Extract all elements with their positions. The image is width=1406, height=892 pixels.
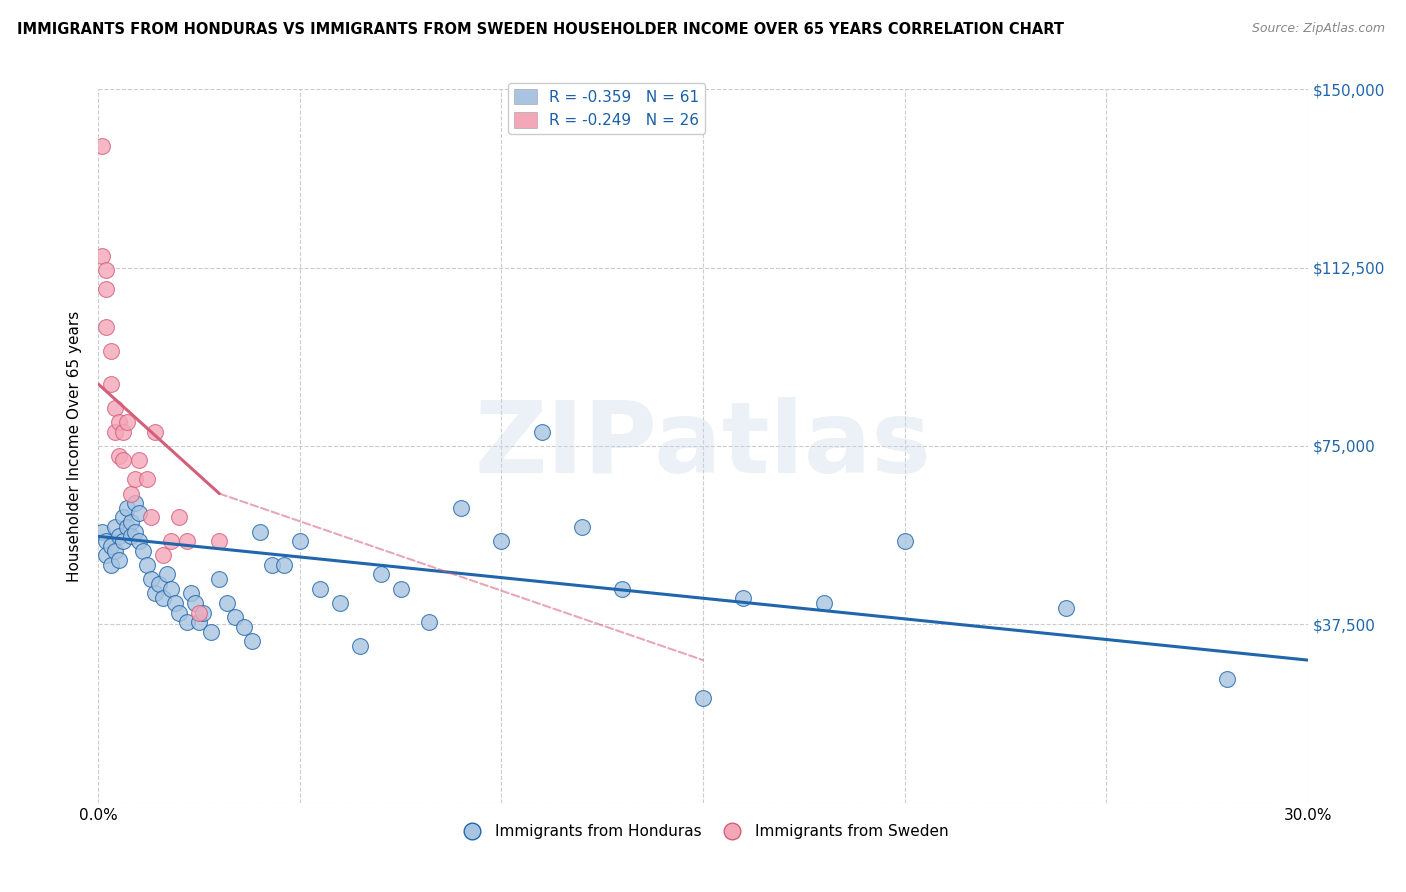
Point	[115, 520, 138, 534]
Point	[208, 572, 231, 586]
Point	[1216, 672, 1239, 686]
Point	[530, 425, 553, 439]
Point	[107, 415, 129, 429]
Point	[120, 529, 142, 543]
Point	[103, 520, 125, 534]
Point	[152, 591, 174, 606]
Point	[208, 534, 231, 549]
Point	[349, 639, 371, 653]
Point	[813, 596, 835, 610]
Point	[612, 582, 634, 596]
Point	[143, 425, 166, 439]
Point	[176, 615, 198, 629]
Point	[370, 567, 392, 582]
Point	[450, 500, 472, 515]
Point	[100, 377, 122, 392]
Point	[100, 539, 122, 553]
Point	[100, 343, 122, 358]
Point	[139, 572, 162, 586]
Point	[132, 543, 155, 558]
Point	[193, 606, 215, 620]
Point	[91, 524, 114, 539]
Point	[96, 549, 118, 563]
Point	[100, 558, 122, 572]
Point	[224, 610, 246, 624]
Point	[120, 486, 142, 500]
Point	[135, 472, 157, 486]
Point	[1054, 600, 1077, 615]
Point	[217, 596, 239, 610]
Point	[139, 510, 162, 524]
Point	[692, 691, 714, 706]
Point	[249, 524, 271, 539]
Point	[103, 401, 125, 415]
Point	[240, 634, 263, 648]
Point	[329, 596, 352, 610]
Point	[115, 415, 138, 429]
Point	[143, 586, 166, 600]
Point	[120, 515, 142, 529]
Point	[135, 558, 157, 572]
Point	[96, 534, 118, 549]
Point	[156, 567, 179, 582]
Legend: Immigrants from Honduras, Immigrants from Sweden: Immigrants from Honduras, Immigrants fro…	[451, 818, 955, 845]
Point	[111, 534, 134, 549]
Point	[180, 586, 202, 600]
Point	[103, 543, 125, 558]
Point	[260, 558, 283, 572]
Point	[167, 606, 190, 620]
Point	[418, 615, 440, 629]
Point	[124, 524, 146, 539]
Point	[232, 620, 254, 634]
Point	[288, 534, 311, 549]
Point	[96, 282, 118, 296]
Point	[309, 582, 332, 596]
Point	[124, 472, 146, 486]
Point	[893, 534, 915, 549]
Point	[111, 510, 134, 524]
Point	[176, 534, 198, 549]
Point	[115, 500, 138, 515]
Point	[184, 596, 207, 610]
Point	[160, 582, 183, 596]
Point	[163, 596, 186, 610]
Point	[107, 529, 129, 543]
Point	[167, 510, 190, 524]
Point	[152, 549, 174, 563]
Point	[128, 453, 150, 467]
Point	[188, 615, 211, 629]
Point	[91, 139, 114, 153]
Text: ZIPatlas: ZIPatlas	[475, 398, 931, 494]
Text: Source: ZipAtlas.com: Source: ZipAtlas.com	[1251, 22, 1385, 36]
Point	[128, 506, 150, 520]
Point	[103, 425, 125, 439]
Point	[91, 249, 114, 263]
Point	[111, 425, 134, 439]
Point	[96, 263, 118, 277]
Point	[200, 624, 222, 639]
Point	[389, 582, 412, 596]
Point	[128, 534, 150, 549]
Text: IMMIGRANTS FROM HONDURAS VS IMMIGRANTS FROM SWEDEN HOUSEHOLDER INCOME OVER 65 YE: IMMIGRANTS FROM HONDURAS VS IMMIGRANTS F…	[17, 22, 1064, 37]
Point	[571, 520, 593, 534]
Point	[491, 534, 513, 549]
Point	[188, 606, 211, 620]
Point	[148, 577, 170, 591]
Point	[733, 591, 755, 606]
Point	[107, 553, 129, 567]
Point	[124, 496, 146, 510]
Point	[107, 449, 129, 463]
Point	[111, 453, 134, 467]
Point	[96, 320, 118, 334]
Y-axis label: Householder Income Over 65 years: Householder Income Over 65 years	[67, 310, 83, 582]
Point	[273, 558, 295, 572]
Point	[160, 534, 183, 549]
